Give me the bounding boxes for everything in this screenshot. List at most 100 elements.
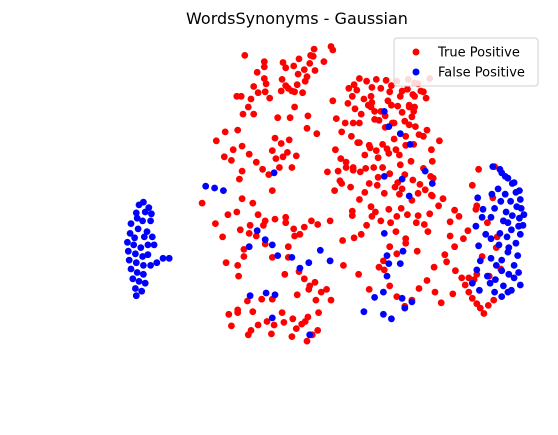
data-point-false-positive xyxy=(124,247,132,255)
data-point-true-positive xyxy=(430,263,438,271)
data-point-false-positive xyxy=(399,247,407,255)
data-point-false-positive xyxy=(510,274,518,282)
data-point-true-positive xyxy=(431,288,439,296)
data-point-false-positive xyxy=(385,123,393,130)
data-point-false-positive xyxy=(141,279,149,287)
data-point-true-positive xyxy=(373,181,381,189)
data-point-true-positive xyxy=(308,217,315,225)
data-point-false-positive xyxy=(202,182,210,190)
data-point-false-positive xyxy=(497,197,505,205)
data-point-false-positive xyxy=(132,285,139,292)
data-point-false-positive xyxy=(408,298,416,306)
data-point-false-positive xyxy=(296,264,304,272)
data-point-true-positive xyxy=(277,140,285,147)
data-point-false-positive xyxy=(153,259,161,267)
data-point-true-positive xyxy=(393,250,401,258)
data-point-false-positive xyxy=(326,257,334,265)
data-point-false-positive xyxy=(140,262,147,269)
data-point-true-positive xyxy=(386,243,394,251)
data-point-false-positive xyxy=(502,208,510,216)
data-point-true-positive xyxy=(291,88,298,96)
data-point-true-positive xyxy=(244,297,251,305)
data-point-true-positive xyxy=(284,149,291,156)
data-point-true-positive xyxy=(372,76,380,83)
data-point-true-positive xyxy=(396,161,404,169)
data-point-true-positive xyxy=(402,239,410,247)
data-point-true-positive xyxy=(259,165,266,173)
data-point-true-positive xyxy=(324,168,331,176)
data-point-false-positive xyxy=(288,254,296,261)
data-point-false-positive xyxy=(504,248,512,256)
data-point-true-positive xyxy=(428,146,435,154)
data-point-true-positive xyxy=(446,232,454,240)
data-point-true-positive xyxy=(326,217,334,225)
data-point-false-positive xyxy=(129,275,137,283)
data-point-false-positive xyxy=(268,241,276,249)
data-point-true-positive xyxy=(228,157,235,164)
data-point-true-positive xyxy=(348,132,355,140)
data-point-true-positive xyxy=(249,308,257,316)
data-point-true-positive xyxy=(303,124,311,132)
data-point-false-positive xyxy=(124,238,131,246)
data-point-true-positive xyxy=(303,337,311,345)
data-point-true-positive xyxy=(460,235,467,243)
data-point-true-positive xyxy=(292,325,300,332)
data-point-false-positive xyxy=(130,241,138,249)
data-point-true-positive xyxy=(332,115,340,122)
data-point-false-positive xyxy=(510,262,518,269)
data-point-true-positive xyxy=(294,70,302,78)
data-point-false-positive xyxy=(491,288,498,296)
data-point-false-positive xyxy=(476,257,484,265)
data-point-true-positive xyxy=(234,126,242,134)
data-point-true-positive xyxy=(282,64,290,72)
data-point-true-positive xyxy=(245,230,253,237)
data-point-false-positive xyxy=(133,214,141,222)
legend-marker-false-positive xyxy=(412,68,420,76)
data-point-false-positive xyxy=(159,254,167,262)
data-point-true-positive xyxy=(367,203,375,211)
data-point-true-positive xyxy=(345,84,353,92)
data-point-true-positive xyxy=(314,327,322,334)
data-point-true-positive xyxy=(357,230,365,238)
data-point-true-positive xyxy=(244,103,252,111)
data-point-true-positive xyxy=(296,230,304,238)
data-point-true-positive xyxy=(349,164,357,171)
data-point-true-positive xyxy=(368,84,376,91)
data-point-true-positive xyxy=(305,286,313,293)
data-point-true-positive xyxy=(306,60,314,67)
data-point-true-positive xyxy=(422,94,430,102)
data-point-true-positive xyxy=(260,58,268,65)
data-point-true-positive xyxy=(331,187,338,195)
data-point-false-positive xyxy=(508,226,515,234)
legend-marker-true-positive xyxy=(412,48,420,56)
data-point-false-positive xyxy=(475,242,482,250)
data-point-false-positive xyxy=(140,233,148,241)
data-point-true-positive xyxy=(277,87,285,95)
data-point-false-positive xyxy=(487,254,495,262)
data-point-false-positive xyxy=(380,310,387,318)
data-point-true-positive xyxy=(233,208,241,216)
data-point-true-positive xyxy=(413,247,421,255)
legend: True Positive False Positive xyxy=(393,37,539,87)
data-point-true-positive xyxy=(372,147,380,155)
data-point-true-positive xyxy=(356,196,363,203)
data-point-true-positive xyxy=(315,309,322,316)
data-point-true-positive xyxy=(455,213,463,220)
data-point-true-positive xyxy=(350,234,358,242)
data-point-true-positive xyxy=(390,135,398,143)
legend-frame xyxy=(393,37,539,87)
data-point-false-positive xyxy=(504,219,512,227)
data-point-false-positive xyxy=(519,221,527,229)
data-point-true-positive xyxy=(407,157,415,165)
data-point-true-positive xyxy=(342,158,350,166)
data-point-true-positive xyxy=(380,257,387,265)
data-point-true-positive xyxy=(375,116,383,124)
data-point-true-positive xyxy=(236,226,244,234)
data-point-false-positive xyxy=(505,270,513,278)
data-point-true-positive xyxy=(301,318,309,325)
data-point-true-positive xyxy=(341,119,349,127)
data-point-false-positive xyxy=(131,234,139,242)
data-point-true-positive xyxy=(348,92,356,100)
data-point-false-positive xyxy=(147,217,155,225)
legend-label-false-positive: False Positive xyxy=(438,66,525,81)
